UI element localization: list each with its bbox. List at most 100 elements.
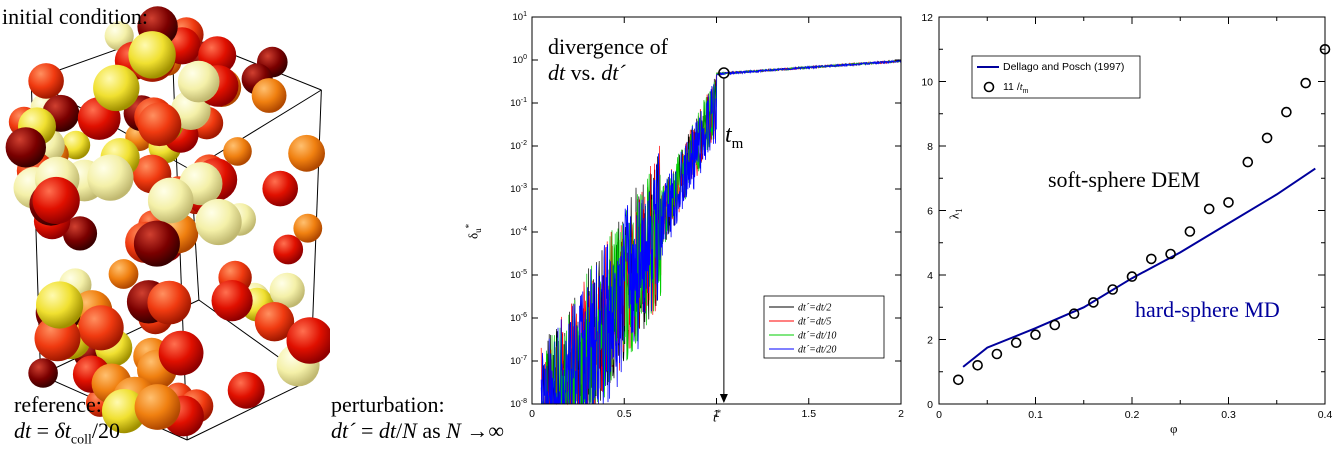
sphere: [62, 216, 98, 251]
dellago-posch-line: [962, 167, 1316, 368]
sphere: [147, 177, 194, 224]
mid-x-tick-label: 0: [529, 408, 535, 420]
tm-data-point: [1319, 43, 1331, 55]
sphere: [195, 198, 242, 246]
mid-y-tick-label: 10-3: [510, 183, 527, 195]
tm-data-point: [972, 359, 983, 371]
mid-y-tick-label: 10-5: [510, 269, 527, 281]
sphere: [28, 63, 64, 99]
series-dt10-line: [541, 59, 902, 405]
tm-data-point: [1146, 253, 1157, 265]
mid-legend-label: dt´=dt/5: [798, 317, 831, 328]
sphere: [273, 234, 304, 265]
sphere: [36, 281, 84, 329]
mid-y-tick-label: 10-7: [510, 355, 527, 367]
sphere: [78, 305, 124, 351]
right-x-tick-label: 0: [936, 409, 942, 421]
right-x-tick-label: 0.1: [1028, 409, 1043, 421]
sphere: [286, 317, 330, 364]
mid-legend-label: dt´=dt/2: [798, 303, 831, 314]
series-dt5-line: [540, 59, 902, 406]
sphere: [134, 384, 181, 430]
sphere: [28, 358, 58, 388]
reference-equation: dt = δtcoll/20: [14, 418, 121, 448]
sphere: [177, 60, 220, 103]
mid-legend-label: dt´=dt/20: [798, 345, 836, 356]
sphere: [137, 102, 182, 147]
right-x-tick-label: 0.3: [1221, 409, 1236, 421]
tm-data-point: [1049, 319, 1061, 331]
hard-sphere-label: hard-sphere MD: [1135, 297, 1280, 322]
mid-y-tick-label: 10-2: [510, 140, 527, 152]
tm-marker-circle: [718, 67, 730, 79]
sphere: [158, 330, 204, 376]
right-y-tick-label: 6: [927, 206, 933, 218]
sphere: [251, 78, 287, 113]
tm-data-point: [952, 374, 964, 386]
mid-y-tick-label: 10-1: [510, 97, 527, 109]
perturbation-equation: dt´ = dt/N as N →∞: [331, 418, 505, 443]
mid-y-tick-label: 100: [513, 54, 528, 66]
series-dt2-line: [540, 59, 902, 405]
right-y-tick-label: 2: [927, 335, 933, 347]
sphere: [101, 389, 147, 434]
mid-y-tick-label: 10-8: [510, 398, 527, 410]
sphere: [227, 371, 265, 409]
tm-data-point: [1223, 197, 1234, 208]
right-y-tick-label: 4: [927, 270, 933, 282]
tm-data-point: [1300, 77, 1311, 89]
right-ylabel: λ1: [946, 208, 965, 220]
tm-data-point: [1107, 284, 1118, 295]
right-y-tick-label: 10: [921, 77, 933, 89]
sphere: [108, 259, 139, 289]
mid-y-tick-label: 10-6: [510, 312, 527, 324]
sphere: [133, 220, 180, 267]
right-y-tick-label: 12: [921, 12, 933, 24]
divergence-title-line2: dt vs. dt´: [548, 60, 626, 85]
mid-y-tick-label: 10-4: [510, 226, 527, 238]
mid-x-tick-label: 1.5: [801, 408, 816, 420]
tm-data-point: [991, 348, 1003, 360]
tm-data-point: [1068, 308, 1080, 320]
mid-y-tick-label: 101: [513, 11, 528, 23]
sphere: [34, 315, 81, 362]
sphere: [269, 272, 305, 308]
cube-edge: [186, 379, 311, 441]
mid-legend-label: dt´=dt/10: [798, 331, 836, 342]
sphere: [147, 280, 192, 325]
soft-sphere-label: soft-sphere DEM: [1048, 167, 1201, 192]
tm-data-point: [1030, 329, 1041, 341]
tm-data-point: [1088, 297, 1099, 308]
sphere-packing-panel: [5, 6, 330, 441]
right-plot-frame: [938, 16, 1326, 405]
sphere: [128, 31, 176, 79]
tm-arrowhead: [719, 394, 728, 403]
legend-tm-swatch: [983, 81, 995, 93]
initial-condition-caption: initial condition:: [2, 4, 149, 29]
sphere: [254, 302, 295, 342]
sphere: [262, 170, 299, 207]
tm-annotation: tm: [725, 122, 744, 152]
perturbation-label: perturbation:: [331, 392, 445, 417]
mid-xlabel: t*: [713, 408, 722, 425]
tm-data-point: [1126, 271, 1138, 282]
series-dt20-line: [540, 59, 902, 405]
mid-legend-box: [763, 295, 885, 359]
sphere: [87, 154, 134, 201]
tm-data-point: [1203, 203, 1215, 215]
tm-data-point: [1010, 337, 1022, 349]
right-x-tick-label: 0.4: [1318, 409, 1333, 421]
tm-data-point: [1165, 248, 1176, 260]
sphere: [93, 64, 140, 112]
mid-x-tick-label: 2: [898, 408, 904, 420]
sphere: [288, 134, 325, 172]
sphere: [61, 130, 91, 160]
mid-ylabel: δu*: [464, 223, 484, 240]
tm-data-point: [1281, 106, 1292, 118]
right-x-tick-label: 0.2: [1125, 409, 1140, 421]
right-y-tick-label: 0: [927, 399, 933, 411]
right-xlabel: φ: [1170, 421, 1178, 436]
tm-data-point: [1242, 156, 1254, 168]
sphere: [293, 213, 323, 243]
